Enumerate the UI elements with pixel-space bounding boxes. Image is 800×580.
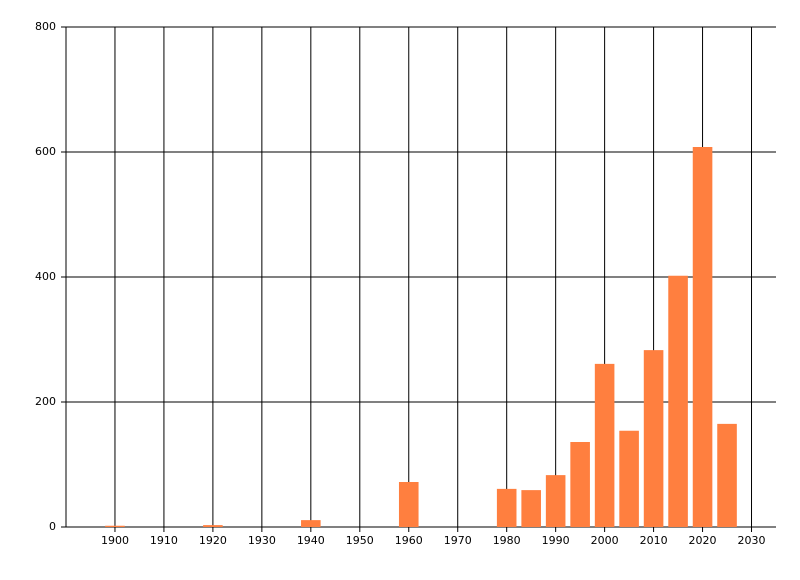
x-tick-label: 1990 [542, 534, 570, 547]
bar [692, 147, 713, 527]
y-tick-label: 0 [49, 520, 56, 533]
y-tick-label: 200 [35, 395, 56, 408]
x-tick-label: 1900 [101, 534, 129, 547]
y-tick-label: 600 [35, 145, 56, 158]
bar [717, 423, 737, 527]
bar [668, 275, 688, 527]
bar [301, 520, 321, 527]
bar [203, 525, 223, 527]
x-tick-label: 1950 [346, 534, 374, 547]
x-tick-label: 1930 [248, 534, 276, 547]
x-tick-label: 1980 [493, 534, 521, 547]
y-tick-label: 800 [35, 20, 56, 33]
x-tick-label: 2000 [591, 534, 619, 547]
x-tick-label: 1960 [395, 534, 423, 547]
x-tick-label: 2030 [738, 534, 766, 547]
bar [545, 475, 566, 527]
x-tick-label: 1970 [444, 534, 472, 547]
bar [643, 350, 664, 527]
bar [570, 442, 590, 527]
x-tick-label: 1940 [297, 534, 325, 547]
bar [521, 490, 541, 527]
bar [105, 525, 125, 527]
bar [594, 363, 615, 527]
bar [496, 488, 517, 527]
bar [619, 430, 639, 527]
x-tick-label: 2010 [640, 534, 668, 547]
bar [398, 482, 419, 527]
y-tick-label: 400 [35, 270, 56, 283]
x-tick-label: 1910 [150, 534, 178, 547]
x-tick-label: 2020 [689, 534, 717, 547]
x-tick-label: 1920 [199, 534, 227, 547]
